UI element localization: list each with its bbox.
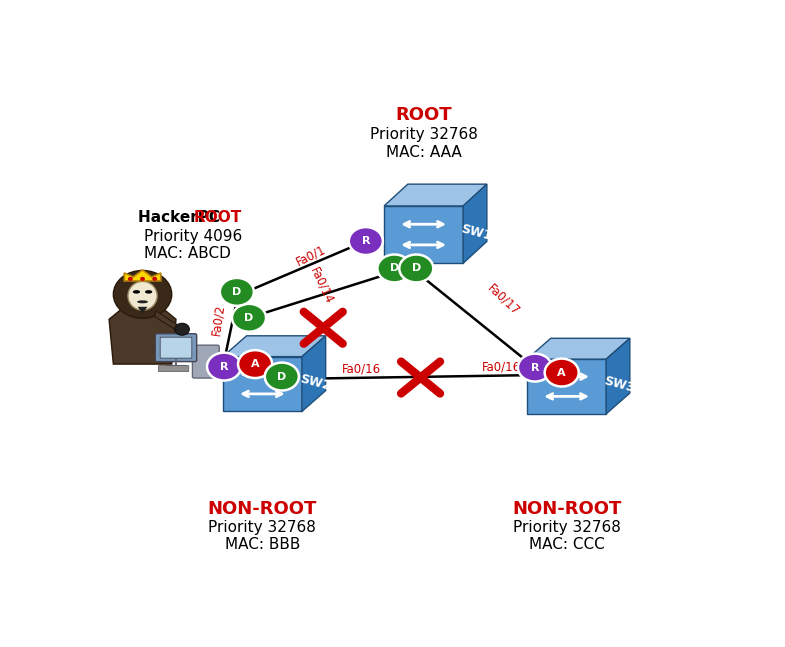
Polygon shape bbox=[137, 307, 148, 314]
Circle shape bbox=[128, 277, 133, 281]
Ellipse shape bbox=[137, 300, 148, 303]
Circle shape bbox=[152, 277, 157, 281]
Polygon shape bbox=[527, 359, 606, 414]
Text: Fa0/16: Fa0/16 bbox=[481, 360, 520, 373]
Text: R: R bbox=[220, 362, 228, 371]
Polygon shape bbox=[223, 356, 302, 411]
Circle shape bbox=[349, 227, 383, 255]
Circle shape bbox=[232, 304, 266, 332]
Text: MAC: BBB: MAC: BBB bbox=[225, 538, 300, 553]
Ellipse shape bbox=[128, 281, 157, 311]
Polygon shape bbox=[302, 336, 326, 411]
Text: Priority 32768: Priority 32768 bbox=[370, 127, 477, 142]
Text: R: R bbox=[362, 236, 370, 246]
Polygon shape bbox=[155, 311, 181, 332]
Circle shape bbox=[378, 254, 411, 282]
Text: Fa0/1: Fa0/1 bbox=[294, 243, 328, 269]
Ellipse shape bbox=[133, 290, 140, 294]
Text: Priority 32768: Priority 32768 bbox=[513, 520, 620, 535]
Circle shape bbox=[518, 354, 552, 382]
Circle shape bbox=[220, 278, 254, 306]
Text: D: D bbox=[411, 263, 421, 274]
Text: Fa0/17: Fa0/17 bbox=[485, 282, 523, 318]
Text: SW1: SW1 bbox=[459, 223, 493, 243]
Polygon shape bbox=[124, 270, 161, 281]
Ellipse shape bbox=[145, 290, 152, 294]
Text: SW2: SW2 bbox=[298, 372, 332, 393]
Polygon shape bbox=[223, 336, 326, 356]
Text: A: A bbox=[557, 367, 566, 378]
FancyBboxPatch shape bbox=[160, 337, 192, 358]
Text: MAC: CCC: MAC: CCC bbox=[529, 538, 604, 553]
Text: R: R bbox=[531, 362, 539, 373]
Text: NON-ROOT: NON-ROOT bbox=[512, 499, 621, 518]
Text: Fa0/16: Fa0/16 bbox=[341, 362, 381, 375]
Text: D: D bbox=[244, 313, 254, 323]
Circle shape bbox=[207, 353, 241, 380]
Circle shape bbox=[265, 362, 299, 391]
Circle shape bbox=[238, 350, 272, 378]
Text: SW3: SW3 bbox=[602, 375, 636, 395]
Text: A: A bbox=[250, 359, 259, 369]
FancyBboxPatch shape bbox=[159, 366, 188, 371]
Text: Fa0/2: Fa0/2 bbox=[210, 303, 227, 336]
FancyBboxPatch shape bbox=[155, 334, 197, 362]
Text: NON-ROOT: NON-ROOT bbox=[208, 499, 317, 518]
Circle shape bbox=[140, 277, 145, 281]
Text: D: D bbox=[390, 263, 399, 274]
Text: Fa0/14: Fa0/14 bbox=[308, 265, 336, 306]
Circle shape bbox=[545, 358, 579, 386]
Circle shape bbox=[113, 270, 172, 318]
FancyBboxPatch shape bbox=[192, 345, 219, 378]
Text: ROOT: ROOT bbox=[396, 106, 452, 124]
Text: MAC: ABCD: MAC: ABCD bbox=[144, 246, 231, 261]
Polygon shape bbox=[463, 184, 487, 263]
Circle shape bbox=[400, 254, 433, 282]
Text: ROOT: ROOT bbox=[194, 210, 242, 225]
Text: D: D bbox=[232, 287, 242, 297]
Polygon shape bbox=[384, 206, 463, 263]
Circle shape bbox=[175, 324, 189, 335]
Text: Priority 32768: Priority 32768 bbox=[209, 520, 316, 535]
Polygon shape bbox=[527, 338, 630, 359]
Polygon shape bbox=[384, 184, 487, 206]
Text: HackerPC: HackerPC bbox=[137, 210, 225, 225]
Text: Priority 4096: Priority 4096 bbox=[144, 228, 242, 243]
Polygon shape bbox=[109, 302, 176, 364]
Polygon shape bbox=[606, 338, 630, 414]
Text: MAC: AAA: MAC: AAA bbox=[385, 145, 462, 160]
Text: D: D bbox=[277, 371, 287, 382]
